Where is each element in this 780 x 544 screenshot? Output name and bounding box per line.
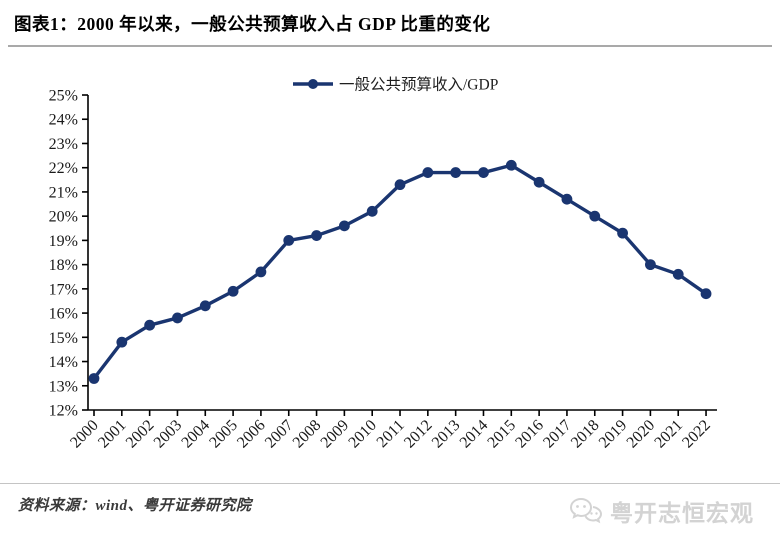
data-point [116, 336, 128, 348]
x-tick-label: 2018 [568, 417, 603, 452]
y-tick-label: 19% [49, 233, 78, 250]
watermark: 粤开志恒宏观 [569, 494, 754, 528]
x-tick-label: 2006 [234, 417, 269, 452]
x-tick-label: 2022 [679, 417, 714, 452]
data-point [144, 319, 156, 331]
data-point [366, 205, 378, 217]
data-point [199, 300, 211, 312]
data-point [700, 288, 712, 300]
legend-marker [308, 79, 318, 89]
line-chart: 一般公共预算收入/GDP 12% 13% 14% 15% 16% 17% 18% 19% 20%… [49, 75, 717, 452]
data-point [338, 220, 350, 232]
x-tick-label: 2004 [178, 417, 213, 452]
data-point [394, 179, 406, 191]
y-tick-label: 14% [49, 354, 78, 371]
data-point [505, 159, 517, 171]
series-line [92, 163, 708, 381]
x-tick-label: 2014 [457, 417, 492, 452]
x-tick-label: 2008 [290, 417, 325, 452]
y-tick-label: 21% [49, 184, 78, 201]
x-tick-label: 2020 [624, 417, 659, 452]
chart-area: 一般公共预算收入/GDP 12% 13% 14% 15% 16% 17% 18% 19% 20%… [0, 56, 780, 481]
y-tick-label: 15% [49, 330, 78, 347]
x-tick-label: 2009 [318, 417, 353, 452]
y-tick-label: 17% [49, 281, 78, 298]
x-tick-label: 2010 [345, 417, 380, 452]
data-point [255, 266, 267, 278]
x-tick-label: 2013 [429, 417, 464, 452]
chart-title: 图表1：2000 年以来，一般公共预算收入占 GDP 比重的变化 [14, 14, 491, 34]
data-point [422, 167, 434, 178]
y-tick-label: 22% [49, 160, 78, 177]
data-point [617, 227, 628, 239]
data-point [450, 167, 462, 178]
watermark-label: 粤开志恒宏观 [610, 501, 754, 526]
x-tick-label: 2012 [401, 417, 436, 452]
y-tick-label: 16% [49, 306, 78, 323]
data-point [283, 234, 295, 246]
data-point [589, 210, 601, 222]
x-tick-label: 2005 [206, 417, 241, 452]
x-tick-label: 2007 [262, 417, 297, 452]
source-note: 资料来源：wind、粤开证券研究院 [18, 498, 252, 514]
data-point [88, 373, 100, 384]
y-tick-label: 13% [49, 378, 78, 395]
y-tick-label: 12% [49, 403, 78, 420]
data-point [645, 259, 656, 271]
x-tick-label: 2015 [484, 417, 519, 452]
y-tick-label: 25% [49, 88, 78, 105]
data-point [227, 285, 239, 297]
data-point [561, 193, 573, 205]
y-tick-label: 24% [49, 112, 78, 129]
data-point [533, 176, 545, 188]
data-point [478, 167, 489, 178]
data-point [672, 268, 684, 280]
footer: 资料来源：wind、粤开证券研究院 粤开志恒宏观 [0, 483, 780, 544]
x-tick-label: 2021 [651, 417, 686, 452]
x-tick-label: 2000 [67, 417, 102, 452]
chart-legend: 一般公共预算收入/GDP [293, 75, 498, 94]
y-tick-label: 18% [49, 257, 78, 274]
y-tick-label: 20% [49, 209, 78, 226]
x-tick-label: 2011 [374, 417, 408, 451]
y-tick-label: 23% [49, 136, 78, 153]
x-tick-label: 2016 [512, 417, 547, 452]
data-point [172, 312, 183, 324]
x-tick-label: 2003 [151, 417, 186, 452]
legend-label: 一般公共预算收入/GDP [339, 75, 498, 94]
title-bar: 图表1：2000 年以来，一般公共预算收入占 GDP 比重的变化 [8, 0, 772, 47]
x-tick-label: 2017 [540, 417, 575, 452]
wechat-icon [569, 497, 603, 524]
x-tick-label: 2019 [596, 417, 631, 452]
data-point [311, 230, 322, 241]
x-tick-label: 2002 [123, 417, 158, 452]
plot: 12% 13% 14% 15% 16% 17% 18% 19% 20% 21% 22% 23% 24% 2… [49, 88, 717, 452]
x-tick-label: 2001 [95, 417, 130, 452]
